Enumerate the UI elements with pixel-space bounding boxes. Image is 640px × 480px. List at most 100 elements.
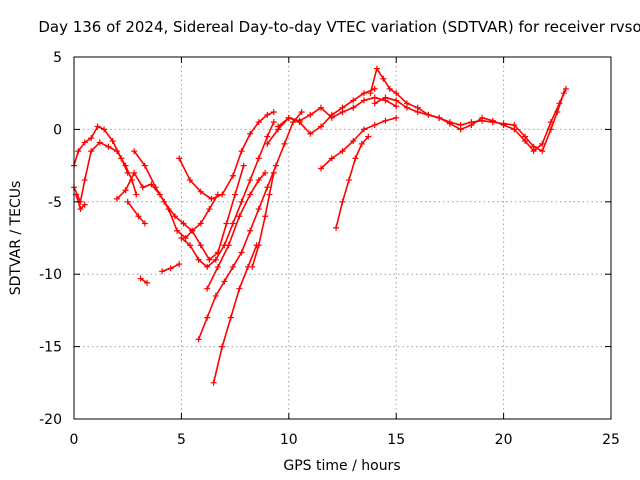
data-point-marker	[318, 123, 325, 130]
data-point-marker	[229, 263, 236, 270]
data-point-marker	[81, 139, 88, 146]
data-point-marker	[266, 191, 273, 198]
data-point-marker	[178, 235, 185, 241]
data-point-marker	[159, 268, 166, 275]
data-point-marker	[75, 148, 82, 155]
data-point-marker	[264, 111, 271, 118]
data-point-marker	[109, 137, 116, 144]
data-point-marker	[167, 265, 174, 272]
data-series-track-11	[195, 109, 305, 343]
data-point-marker	[247, 130, 254, 137]
data-point-marker	[229, 172, 236, 179]
data-series-track-10	[178, 119, 277, 270]
data-point-marker	[500, 122, 507, 129]
data-point-marker	[255, 177, 262, 184]
data-point-marker	[328, 114, 335, 121]
data-series-track-1	[71, 123, 131, 176]
data-point-marker	[131, 148, 138, 155]
data-point-marker	[206, 256, 213, 263]
data-series-track-16	[275, 94, 400, 130]
data-point-marker	[318, 104, 325, 111]
data-point-marker	[186, 177, 193, 184]
data-point-marker	[373, 65, 380, 72]
x-tick-label: 15	[387, 432, 405, 448]
data-point-marker	[339, 198, 346, 205]
data-point-marker	[436, 114, 443, 121]
data-point-marker	[350, 104, 357, 111]
data-point-marker	[212, 292, 219, 299]
data-point-marker	[371, 100, 378, 107]
data-point-marker	[171, 213, 178, 220]
data-point-marker	[371, 122, 378, 129]
data-point-marker	[195, 256, 202, 263]
data-point-marker	[350, 137, 357, 144]
data-point-marker	[197, 242, 204, 249]
data-point-marker	[360, 97, 367, 104]
x-tick-label: 25	[602, 432, 620, 448]
data-point-marker	[255, 206, 262, 213]
data-point-marker	[113, 148, 120, 155]
data-point-marker	[270, 109, 277, 116]
data-point-marker	[206, 206, 213, 213]
data-point-marker	[255, 155, 262, 162]
data-point-marker	[479, 114, 486, 121]
x-tick-label: 10	[280, 432, 298, 448]
series-line	[320, 117, 397, 170]
data-series-track-14	[249, 169, 277, 270]
data-point-marker	[238, 249, 245, 256]
data-point-marker	[264, 133, 271, 140]
data-point-marker	[382, 117, 389, 124]
data-point-marker	[189, 227, 196, 234]
data-point-marker	[247, 191, 254, 198]
data-point-marker	[386, 85, 393, 92]
data-point-marker	[197, 220, 204, 227]
data-point-marker	[197, 188, 204, 195]
series-line	[127, 201, 146, 225]
data-series-track-15	[264, 85, 378, 147]
data-point-marker	[298, 109, 305, 116]
data-point-marker	[225, 242, 232, 249]
data-point-marker	[81, 177, 88, 184]
data-point-marker	[219, 191, 226, 198]
data-point-marker	[96, 139, 103, 146]
data-point-marker	[393, 103, 400, 110]
data-series-track-7	[137, 275, 151, 286]
data-point-marker	[105, 143, 112, 150]
series-line	[212, 244, 258, 383]
data-point-marker	[262, 169, 269, 176]
data-point-marker	[139, 184, 146, 191]
data-series-track-17	[318, 114, 400, 172]
y-axis-ticks: 5 0 -5 -10 -15 -20	[39, 50, 611, 428]
data-point-marker	[339, 109, 346, 116]
data-point-marker	[122, 187, 129, 194]
data-point-marker	[270, 169, 277, 176]
series-line	[369, 67, 565, 152]
y-axis-label: SDTVAR / TECUs	[8, 181, 24, 296]
y-tick-label: -15	[39, 340, 62, 356]
data-point-marker	[367, 90, 374, 97]
data-point-marker	[382, 94, 389, 101]
data-point-marker	[489, 117, 496, 124]
data-point-marker	[371, 85, 378, 92]
x-axis-ticks: 0 5 10 15 20 25	[70, 57, 620, 448]
data-point-marker	[238, 198, 245, 205]
data-point-marker	[137, 275, 144, 282]
data-point-marker	[556, 100, 563, 107]
data-point-marker	[77, 206, 84, 213]
data-point-marker	[272, 162, 279, 169]
data-point-marker	[360, 126, 367, 133]
data-point-marker	[212, 256, 219, 263]
data-series-layer	[71, 65, 569, 386]
data-series-track-19	[367, 65, 567, 155]
data-point-marker	[393, 97, 400, 104]
data-point-marker	[141, 162, 148, 169]
series-line	[335, 136, 369, 229]
data-point-marker	[339, 148, 346, 155]
chart-title: Day 136 of 2024, Sidereal Day-to-day VTE…	[38, 18, 640, 36]
data-point-marker	[562, 85, 569, 92]
data-point-marker	[285, 114, 292, 121]
data-series-track-5	[124, 198, 148, 227]
data-point-marker	[210, 379, 217, 386]
data-point-marker	[350, 97, 357, 104]
